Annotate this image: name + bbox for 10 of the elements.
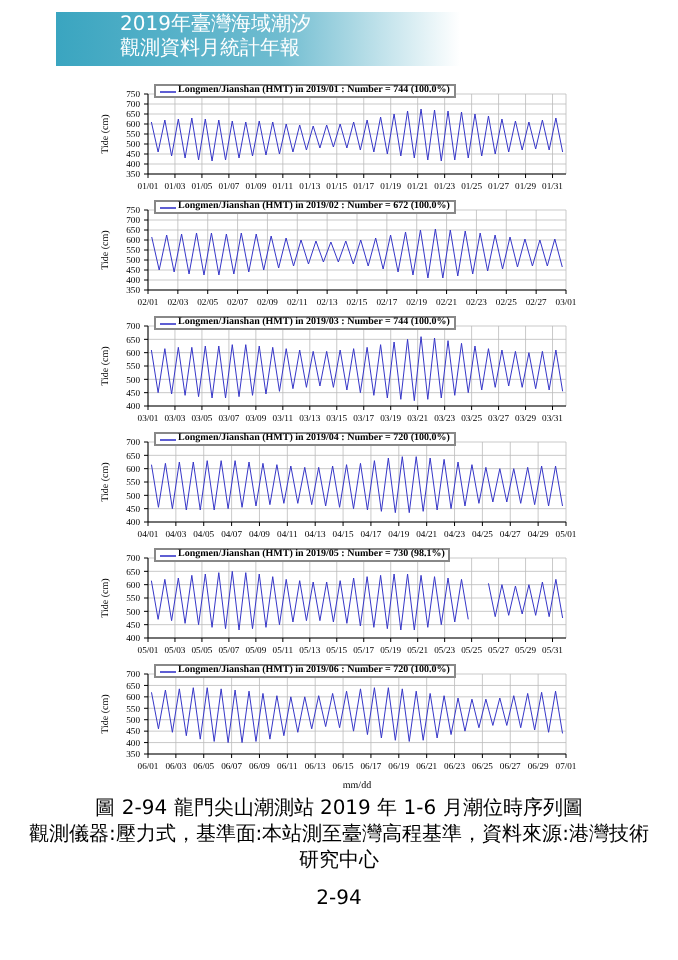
line-series: [150, 456, 564, 514]
caption: 圖 2-94 龍門尖山潮測站 2019 年 1-6 月潮位時序列圖: [93, 796, 585, 822]
text: 2019年臺灣海域潮汐: [120, 13, 313, 37]
line-series: [150, 687, 564, 744]
line-series: [150, 108, 564, 162]
text: 2-94: [314, 886, 364, 912]
text: 觀測資料月統計年報: [120, 37, 302, 61]
text: 觀測儀器:壓力式，基準面:本站測至臺灣高程基準，資料來源:港灣技術研究中心: [28, 822, 650, 874]
line-series: [151, 228, 563, 279]
line-series: [150, 336, 564, 402]
